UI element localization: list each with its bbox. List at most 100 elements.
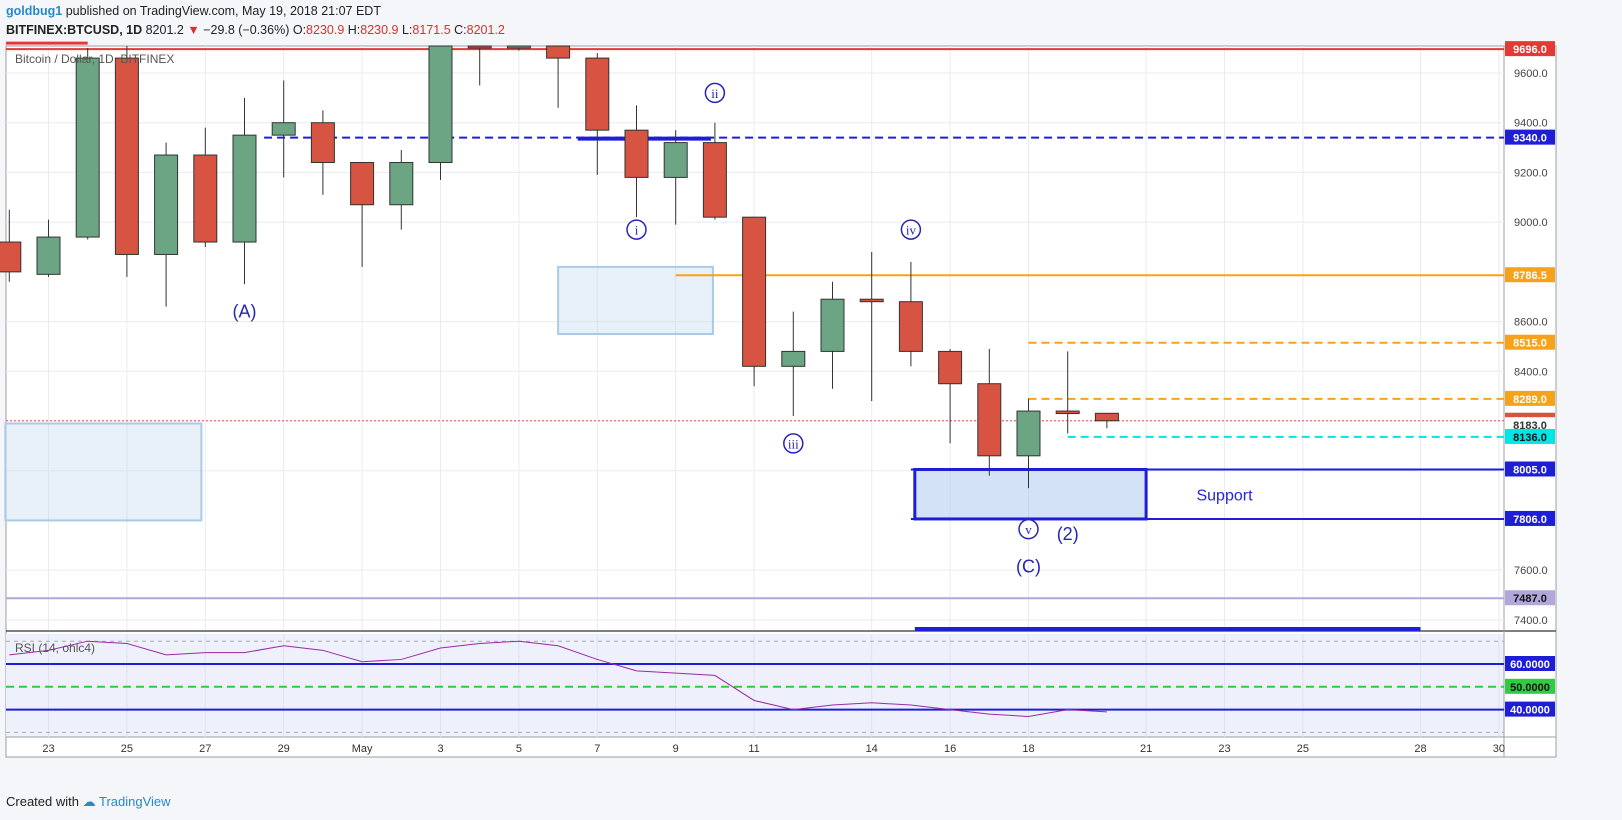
candle-down <box>350 161 375 206</box>
candle-up <box>781 350 806 367</box>
rsi-title: RSI (14, ohlc4) <box>15 641 95 655</box>
x-tick-label: 7 <box>594 743 600 755</box>
level-tag <box>1505 417 1555 433</box>
wave-label-circle <box>1018 518 1039 540</box>
rsi-level-tag-label: 60.0000 <box>1510 659 1550 671</box>
candle-up <box>232 134 257 243</box>
wave-label-i: i <box>635 223 639 238</box>
candle-down <box>467 45 492 49</box>
candle-up <box>389 161 414 206</box>
x-tick-label: 30 <box>1493 743 1505 755</box>
tradingview-logo-icon[interactable]: ☁ <box>82 794 96 809</box>
candle-down <box>702 142 727 218</box>
y-tick-label: 9400.0 <box>1514 118 1548 130</box>
level-tag <box>1505 428 1555 444</box>
level-tag-label: 8005.0 <box>1513 464 1547 476</box>
wave-label-circle <box>626 219 647 240</box>
rsi-level-tag <box>1505 656 1555 671</box>
candle-down <box>1055 410 1080 415</box>
left-zone <box>4 422 203 522</box>
candle-up <box>1016 410 1041 457</box>
candle-down <box>546 45 571 59</box>
candle-up <box>154 154 179 255</box>
level-tag <box>1505 510 1555 526</box>
candle-down <box>193 154 218 243</box>
price-change: −29.8 (−0.36%) <box>203 23 290 37</box>
x-tick-label: 16 <box>944 743 956 755</box>
level-tag <box>1505 334 1555 350</box>
x-tick-label: 25 <box>121 743 133 755</box>
support-zone-filled <box>913 467 1148 521</box>
close-label: C: <box>454 23 467 37</box>
level-tag <box>1505 267 1555 283</box>
candle-down <box>898 301 923 352</box>
x-tick-label: 18 <box>1022 743 1034 755</box>
candle-up <box>820 298 845 352</box>
down-arrow-icon: ▼ <box>187 23 200 37</box>
x-tick-label: 9 <box>673 743 679 755</box>
footer: Created with ☁ TradingView <box>6 794 171 810</box>
x-tick-label: 27 <box>199 743 211 755</box>
x-tick-label: 5 <box>516 743 522 755</box>
wave-label-iii: iii <box>788 436 799 451</box>
candle-down <box>742 216 767 367</box>
rsi-line <box>9 640 1107 717</box>
x-tick-label: 21 <box>1140 743 1152 755</box>
candle-down <box>977 383 1002 457</box>
y-tick-label: 7400.0 <box>1514 615 1548 627</box>
candle-up <box>506 45 531 49</box>
candle-down <box>624 129 649 178</box>
author-link[interactable]: goldbug1 <box>6 4 63 18</box>
x-tick-label: 28 <box>1414 743 1426 755</box>
level-tag <box>1505 390 1555 406</box>
ohlc-line: BITFINEX:BTCUSD, 1D 8201.2 ▼ −29.8 (−0.3… <box>6 23 505 37</box>
rsi-level-tag-label: 40.0000 <box>1510 705 1550 717</box>
wave-label-circle <box>783 433 804 454</box>
candle-up <box>663 142 688 178</box>
y-tick-label: 9200.0 <box>1514 167 1548 179</box>
x-tick-label: 3 <box>437 743 443 755</box>
wave-label-circle <box>900 219 922 240</box>
chart-title: Bitcoin / Dollar, 1D, BITFINEX <box>15 52 174 66</box>
rsi-level-tag <box>1505 678 1555 694</box>
wave-label-2: (2) <box>1057 524 1079 544</box>
created-with-text: Created with <box>6 794 79 809</box>
rsi-level-tag <box>1505 701 1555 717</box>
level-tag <box>1505 590 1555 606</box>
symbol-label[interactable]: BITFINEX:BTCUSD, 1D <box>6 23 143 37</box>
x-tick-label: 11 <box>748 743 759 755</box>
level-tag-label: 8289.0 <box>1513 394 1547 406</box>
x-tick-label: 14 <box>866 743 878 755</box>
level-tag-label: 9340.0 <box>1513 133 1547 145</box>
published-text: published on TradingView.com, May 19, 20… <box>65 4 381 18</box>
y-tick-label: 9600.0 <box>1514 68 1548 80</box>
candle-down <box>585 57 610 131</box>
open-value: 8230.9 <box>306 23 345 37</box>
candle-up <box>428 45 453 163</box>
level-tag-label: 8786.5 <box>1513 270 1547 282</box>
candle-down <box>859 298 884 303</box>
wave-label-ii: ii <box>711 86 719 101</box>
wave-label-iv: iv <box>906 223 917 238</box>
candle-up <box>75 57 100 238</box>
close-value: 8201.2 <box>466 23 505 37</box>
y-tick-label: 8600.0 <box>1514 317 1548 329</box>
high-label: H: <box>347 23 361 37</box>
rsi-level-tag-label: 50.0000 <box>1510 682 1550 694</box>
chart-header: goldbug1 published on TradingView.com, M… <box>0 0 1622 46</box>
tradingview-brand[interactable]: TradingView <box>99 794 171 809</box>
y-tick-label: 9000.0 <box>1514 217 1548 229</box>
candle-up <box>271 122 296 136</box>
open-label: O: <box>292 23 307 37</box>
support-label: Support <box>1196 487 1253 504</box>
y-tick-label: 7600.0 <box>1514 565 1548 577</box>
candle-down <box>0 241 22 273</box>
low-value: 8171.5 <box>412 23 451 37</box>
y-tick-label: 8400.0 <box>1514 366 1548 378</box>
x-tick-label: 29 <box>278 743 290 755</box>
last-price: 8201.2 <box>145 23 184 37</box>
level-tag <box>1505 129 1555 145</box>
wave-label-circle <box>704 82 726 104</box>
candle-down <box>114 57 139 255</box>
